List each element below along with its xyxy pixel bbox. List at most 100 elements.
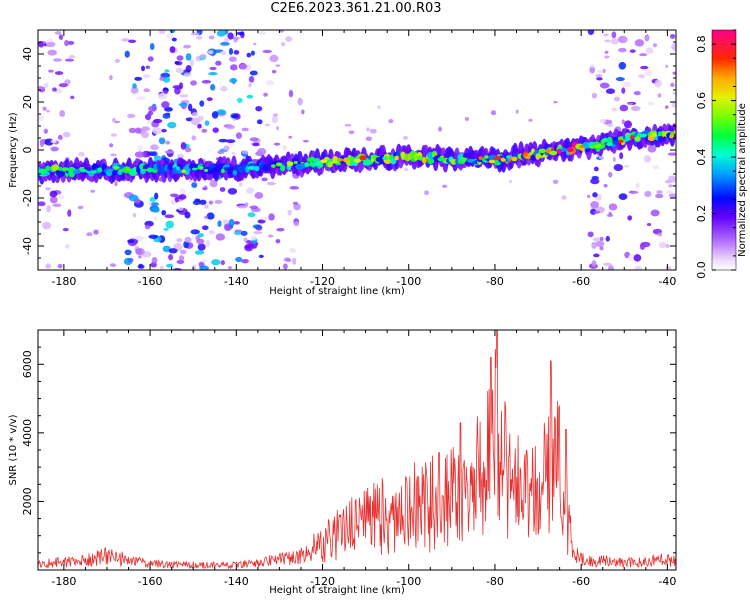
noise-blob: [615, 76, 625, 82]
noise-blob: [667, 152, 676, 156]
y-tick-label: 40: [21, 47, 34, 61]
noise-blob: [282, 145, 287, 151]
noise-blob: [667, 184, 674, 188]
noise-blob: [652, 164, 660, 170]
noise-blob: [276, 126, 280, 131]
noise-blob: [45, 263, 52, 269]
noise-blob: [597, 69, 603, 74]
noise-blob: [184, 211, 191, 219]
noise-blob: [292, 257, 297, 265]
noise-blob: [248, 83, 252, 88]
noise-blob: [233, 36, 240, 40]
noise-blob: [275, 238, 281, 244]
noise-blob: [670, 82, 675, 88]
x-tick-label: -100: [396, 275, 421, 288]
noise-blob: [137, 145, 143, 152]
ridge-peak: [606, 141, 614, 147]
noise-blob: [185, 53, 192, 61]
ridge-core: [55, 170, 65, 178]
ridge-peak: [286, 161, 294, 167]
noise-blob: [655, 193, 664, 199]
noise-blob: [624, 164, 630, 168]
noise-blob: [190, 117, 201, 126]
x-tick-label: -120: [310, 275, 335, 288]
noise-blob: [613, 163, 624, 172]
noise-blob: [638, 74, 645, 79]
noise-blob: [157, 92, 168, 100]
noise-blob: [67, 209, 72, 217]
x-tick-label: -100: [396, 575, 421, 588]
noise-blob: [629, 190, 634, 194]
noise-blob: [285, 36, 293, 42]
noise-blob: [508, 179, 512, 183]
heatmap-axes: -180 -160 -140 -120 -100 -80 -60 -40 -40 -20 0 20 40: [21, 29, 676, 288]
noise-blob: [67, 40, 75, 45]
noise-blob: [86, 232, 93, 237]
noise-blob: [657, 232, 662, 237]
ridge-peak: [79, 168, 86, 173]
noise-blob: [220, 50, 227, 56]
noise-blob: [171, 37, 177, 42]
noise-blob: [147, 110, 154, 116]
noise-blob: [229, 77, 238, 84]
ridge-peak: [556, 148, 562, 154]
noise-blob: [174, 87, 181, 95]
noise-blob: [232, 118, 236, 121]
noise-blob: [151, 202, 160, 207]
noise-blob: [262, 49, 272, 54]
ridge-peak: [549, 150, 558, 156]
ridge-peak: [58, 167, 63, 171]
noise-blob: [109, 75, 113, 81]
noise-blob: [145, 65, 151, 69]
noise-blob: [611, 31, 617, 39]
noise-blob: [204, 215, 208, 219]
noise-blob: [672, 92, 676, 95]
noise-blob: [640, 65, 649, 70]
noise-blob: [220, 85, 228, 92]
noise-blob: [630, 105, 641, 112]
noise-blob: [250, 205, 258, 209]
ridge-peak: [624, 138, 629, 142]
noise-blob: [135, 235, 144, 242]
page-title: C2E6.2023.361.21.00.R03: [270, 1, 442, 16]
noise-blob: [269, 54, 279, 63]
noise-blob: [177, 260, 184, 265]
noise-blob: [241, 259, 249, 264]
noise-blob: [288, 89, 294, 98]
noise-blob: [599, 155, 605, 160]
noise-blob: [293, 221, 300, 227]
noise-blob: [209, 66, 217, 71]
noise-blob: [587, 30, 595, 36]
noise-blob: [141, 126, 151, 132]
noise-blob: [231, 114, 239, 118]
ridge-core: [647, 135, 656, 142]
noise-blob: [552, 179, 559, 184]
noise-blob: [160, 128, 167, 133]
noise-blob: [194, 250, 205, 255]
noise-blob: [45, 187, 51, 191]
noise-blob: [273, 113, 279, 117]
noise-blob: [228, 218, 235, 227]
noise-blob: [211, 111, 219, 119]
ridge-peak: [382, 156, 389, 160]
noise-blob: [610, 37, 619, 45]
noise-blob: [162, 112, 171, 119]
noise-blob: [132, 83, 137, 89]
noise-blob: [280, 41, 286, 47]
noise-blob: [163, 90, 168, 95]
ridge-core: [119, 164, 125, 169]
noise-blob: [276, 227, 285, 232]
noise-blob: [77, 205, 84, 210]
noise-blob: [214, 199, 223, 205]
noise-blob: [587, 194, 591, 199]
noise-blob: [49, 196, 58, 204]
ridge-peak: [394, 155, 399, 161]
ridge-peak: [181, 169, 187, 174]
noise-blob: [52, 203, 62, 207]
noise-blob: [234, 229, 243, 233]
noise-blob: [652, 43, 658, 48]
noise-blob: [599, 246, 604, 251]
y-tick-label: 6000: [21, 350, 34, 378]
ridge-core: [112, 170, 117, 176]
noise-blob: [228, 56, 237, 62]
